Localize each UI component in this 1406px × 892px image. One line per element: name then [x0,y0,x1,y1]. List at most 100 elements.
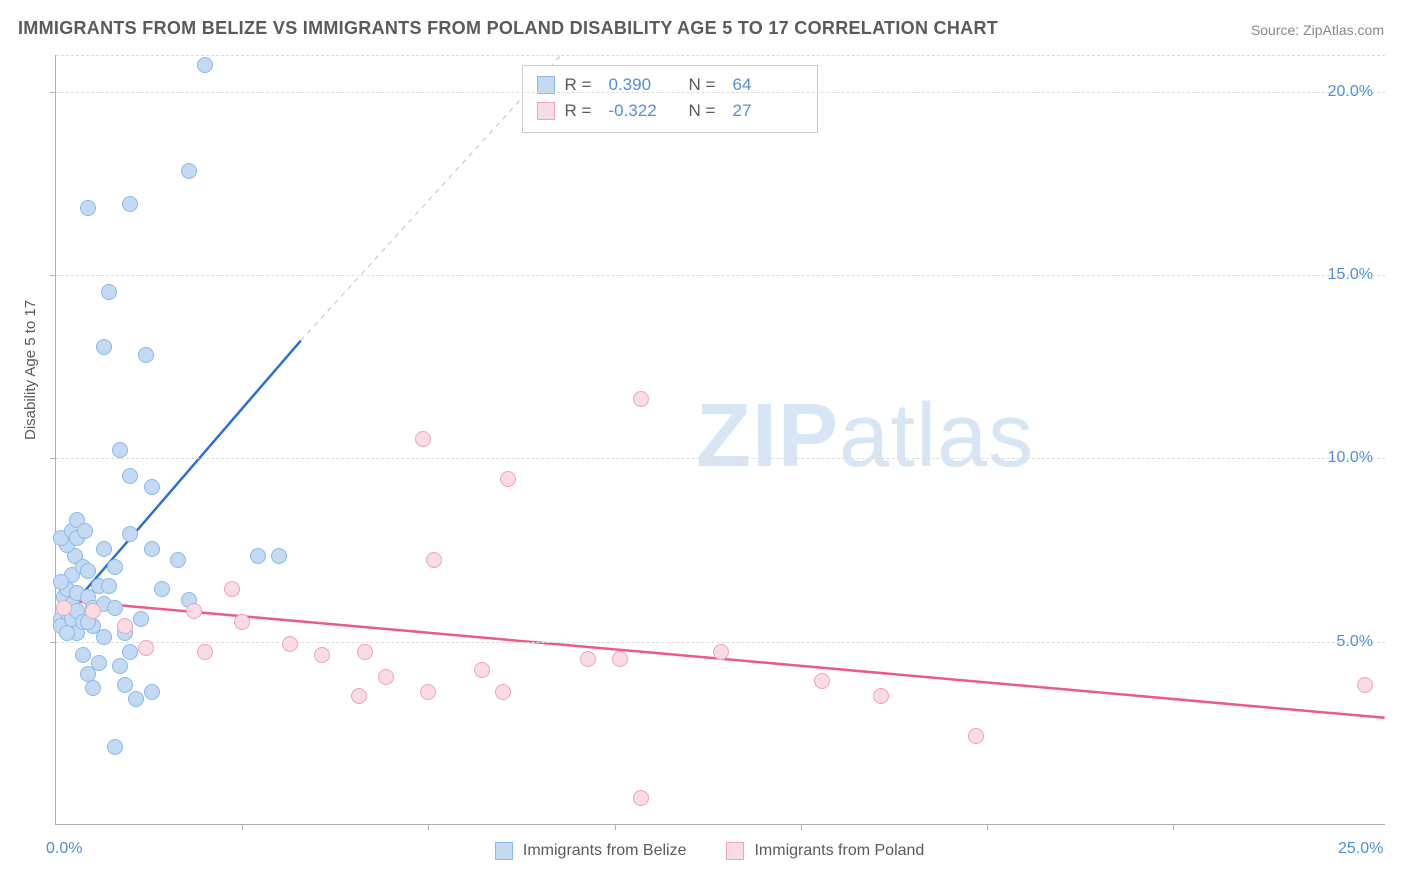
scatter-point [415,431,431,447]
scatter-point [117,677,133,693]
chart-title: IMMIGRANTS FROM BELIZE VS IMMIGRANTS FRO… [18,18,998,39]
scatter-point [85,603,101,619]
gridline-h [56,642,1385,643]
legend-bottom: Immigrants from Belize Immigrants from Po… [495,842,924,860]
scatter-point [59,625,75,641]
scatter-point [96,629,112,645]
scatter-point [1357,677,1373,693]
legend-top-row: R =-0.322N =27 [537,98,803,124]
scatter-point [80,200,96,216]
scatter-point [96,339,112,355]
scatter-point [144,684,160,700]
y-tick [50,92,56,93]
scatter-point [101,578,117,594]
scatter-point [133,611,149,627]
scatter-point [77,523,93,539]
scatter-point [250,548,266,564]
scatter-point [112,658,128,674]
scatter-point [128,691,144,707]
x-tick [242,824,243,830]
y-tick [50,275,56,276]
scatter-point [314,647,330,663]
scatter-point [282,636,298,652]
watermark: ZIPatlas [696,385,1034,488]
scatter-point [154,581,170,597]
trend-lines-svg [56,55,1385,824]
legend-top-row: R =0.390N =64 [537,72,803,98]
scatter-point [271,548,287,564]
x-tick [801,824,802,830]
scatter-point [91,655,107,671]
y-tick-label: 20.0% [1328,83,1373,101]
scatter-point [500,471,516,487]
scatter-point [197,644,213,660]
scatter-point [53,574,69,590]
source-attribution: Source: ZipAtlas.com [1251,22,1384,38]
scatter-point [170,552,186,568]
scatter-point [351,688,367,704]
scatter-point [357,644,373,660]
scatter-point [495,684,511,700]
gridline-h [56,458,1385,459]
scatter-point [122,526,138,542]
legend-series-label: Immigrants from Poland [754,842,924,860]
scatter-point [56,600,72,616]
scatter-point [426,552,442,568]
scatter-point [873,688,889,704]
scatter-point [474,662,490,678]
x-tick-label: 0.0% [46,840,82,858]
x-tick [615,824,616,830]
scatter-point [85,680,101,696]
trend-line [67,341,301,612]
scatter-point [612,651,628,667]
scatter-point [713,644,729,660]
scatter-point [968,728,984,744]
scatter-point [96,541,112,557]
legend-swatch [537,102,555,120]
scatter-point [122,196,138,212]
scatter-point [814,673,830,689]
scatter-point [75,647,91,663]
y-axis-label: Disability Age 5 to 17 [22,300,39,440]
gridline-h [56,55,1385,56]
legend-swatch [495,842,513,860]
scatter-point [633,790,649,806]
scatter-point [122,644,138,660]
scatter-point [186,603,202,619]
scatter-point [138,640,154,656]
y-tick-label: 10.0% [1328,449,1373,467]
legend-n-label: N = [689,101,723,121]
legend-r-label: R = [565,101,599,121]
scatter-point [107,600,123,616]
y-tick [50,458,56,459]
scatter-point [107,559,123,575]
y-tick-label: 5.0% [1337,633,1373,651]
legend-series-label: Immigrants from Belize [523,842,687,860]
gridline-h [56,275,1385,276]
y-tick [50,642,56,643]
plot-area: ZIPatlas R =0.390N =64R =-0.322N =27 Imm… [55,55,1385,825]
x-tick [987,824,988,830]
y-tick-label: 15.0% [1328,266,1373,284]
scatter-point [197,57,213,73]
scatter-point [580,651,596,667]
scatter-point [633,391,649,407]
scatter-point [224,581,240,597]
scatter-point [420,684,436,700]
scatter-point [378,669,394,685]
trend-line [67,601,1385,718]
scatter-point [107,739,123,755]
x-tick [428,824,429,830]
scatter-point [122,468,138,484]
scatter-point [138,347,154,363]
scatter-point [101,284,117,300]
watermark-bold: ZIP [696,386,839,486]
legend-top: R =0.390N =64R =-0.322N =27 [522,65,818,133]
scatter-point [144,541,160,557]
x-tick [1173,824,1174,830]
legend-swatch [726,842,744,860]
gridline-h [56,92,1385,93]
scatter-point [112,442,128,458]
watermark-rest: atlas [839,386,1034,486]
legend-r-value: -0.322 [609,101,679,121]
